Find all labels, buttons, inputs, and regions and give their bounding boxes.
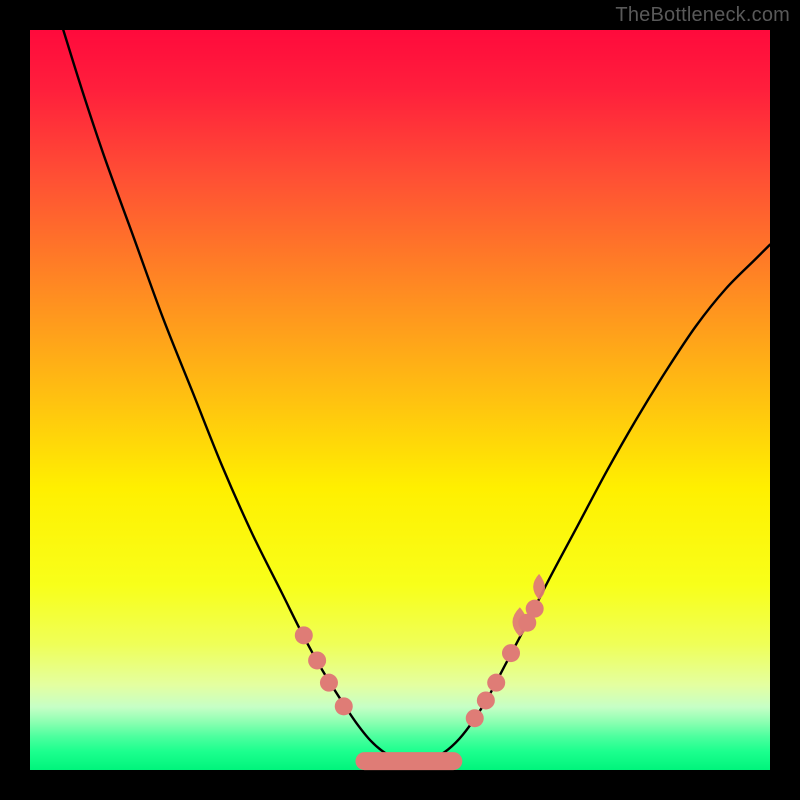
watermark-text: TheBottleneck.com: [615, 4, 790, 27]
chart-stage: TheBottleneck.com: [0, 0, 800, 800]
gradient-background: [30, 30, 770, 770]
